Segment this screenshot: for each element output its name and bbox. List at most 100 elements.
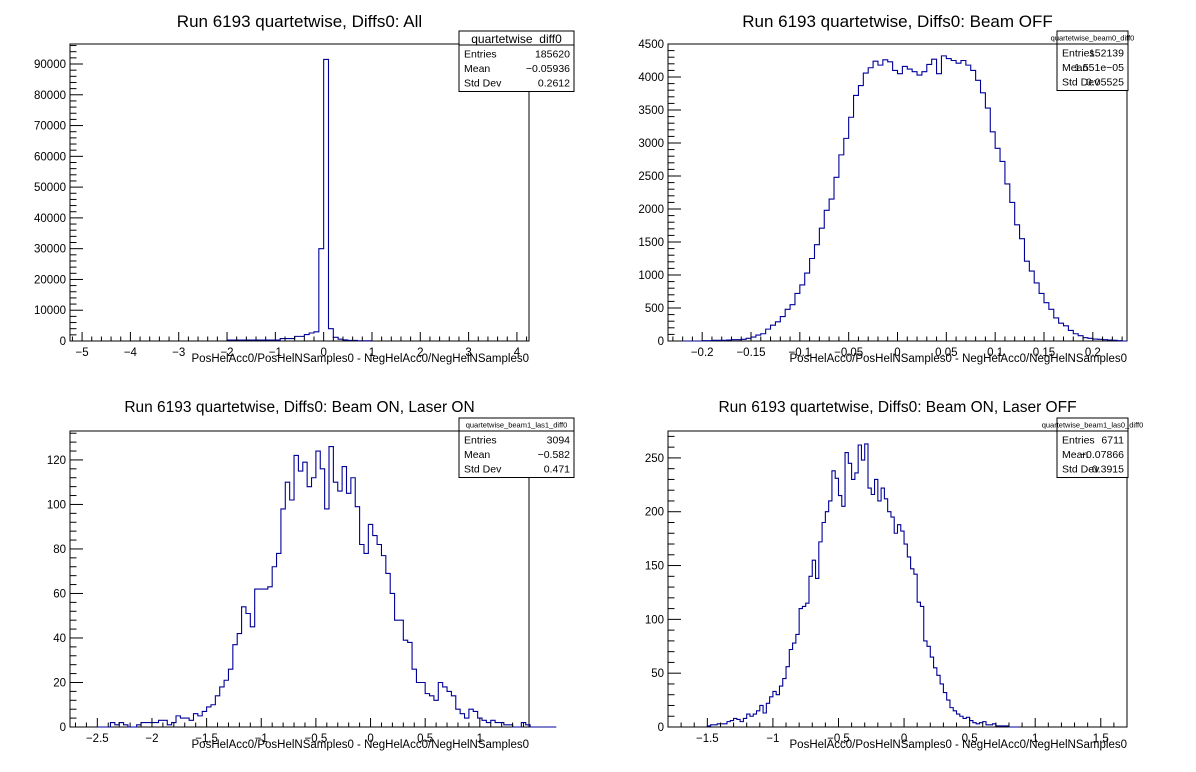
histogram-bin (333, 482, 337, 727)
stats-label: Std Dev (1062, 77, 1100, 89)
histogram-bin (390, 593, 394, 727)
histogram-bin (740, 722, 743, 727)
stats-label: Entries (464, 49, 497, 61)
histogram-bin (790, 305, 795, 341)
histogram-bin (504, 725, 508, 727)
histogram-bin (766, 329, 771, 341)
panel-title: Run 6193 quartetwise, Diffs0: Beam ON, L… (718, 399, 1076, 416)
x-tick-label: −1 (766, 733, 779, 745)
histogram-bin (486, 723, 490, 727)
histogram-bin (303, 462, 307, 727)
histogram-bin (110, 723, 114, 727)
x-tick-label: 1 (369, 347, 375, 359)
histogram-bin (1002, 726, 1005, 727)
histogram-bin (1049, 309, 1054, 341)
histogram-panel-1: Run 6193 quartetwise, Diffs0: All −5 −4 −3 −… (34, 12, 575, 365)
stats-label: Mean (1062, 449, 1088, 461)
histogram-bin (724, 724, 727, 727)
histogram-bin (268, 587, 272, 727)
histogram-bin (285, 482, 289, 727)
plot-frame (69, 43, 530, 342)
y-tick-label: 60000 (34, 151, 66, 163)
histogram-bin (508, 725, 512, 727)
histogram-bin (789, 650, 792, 727)
stats-value: 0.05525 (1086, 77, 1124, 89)
x-tick-label: −0.05 (834, 347, 863, 359)
histogram-bin (932, 59, 937, 341)
histogram-bin (215, 696, 219, 727)
histogram-bin (491, 720, 495, 727)
y-tick-label: 10000 (34, 305, 66, 317)
y-tick-label: 0 (658, 722, 664, 734)
histogram-bin (314, 332, 319, 341)
histogram-bin (403, 640, 407, 727)
x-tick-label: 2 (417, 347, 423, 359)
x-tick-label: −1 (255, 733, 268, 745)
histogram-bin (425, 694, 429, 727)
stats-value: 152139 (1089, 48, 1124, 60)
x-axis-label: PosHelAcc0/PosHelNSamples0 - NegHelAcc0/… (192, 739, 529, 751)
x-tick-label: −1.5 (696, 733, 719, 745)
plot-frame (667, 430, 1128, 728)
panel-title: Run 6193 quartetwise, Diffs0: All (177, 12, 422, 31)
x-tick-label: −0.15 (736, 347, 765, 359)
histogram-bin (342, 467, 346, 727)
histogram-bin (1112, 340, 1117, 341)
stats-value: 185620 (535, 49, 570, 61)
histogram-bin (844, 138, 849, 341)
x-tick-label: −2.5 (86, 733, 109, 745)
stats-value: 1.551e−05 (1074, 62, 1124, 74)
histogram-bin (228, 669, 232, 727)
histogram-bin (482, 720, 486, 727)
y-tick-label: 80 (53, 544, 66, 556)
y-tick-label: 120 (47, 455, 66, 467)
histogram-bin (756, 335, 761, 341)
histogram-bin (451, 696, 455, 727)
histogram-bin (727, 722, 730, 727)
histogram-bin (922, 72, 927, 341)
stats-box-frame (458, 417, 575, 478)
y-tick-label: 0 (60, 336, 66, 348)
histogram-bin (845, 453, 848, 727)
histogram-bin (795, 293, 800, 341)
histogram-bin (373, 536, 377, 727)
y-tick-label: 20000 (34, 274, 66, 286)
histogram-bin (1103, 340, 1108, 341)
histogram-bin (920, 606, 923, 727)
x-tick-label: −2 (220, 347, 233, 359)
histogram-series (706, 443, 1019, 728)
stats-label: Entries (1062, 435, 1095, 447)
histogram-bin (281, 509, 285, 727)
histogram-bin (838, 496, 841, 727)
histogram-bin (473, 711, 477, 727)
histogram-bin (766, 703, 769, 727)
histogram-bin (973, 723, 976, 727)
histogram-bin (443, 687, 447, 727)
histogram-bin (884, 499, 887, 727)
x-tick-label: −1.5 (195, 733, 218, 745)
histogram-bin (775, 322, 780, 341)
histogram-bin (750, 716, 753, 727)
histogram-bin (873, 61, 878, 341)
stats-label: Std Dev (1062, 464, 1100, 476)
histogram-bin (848, 463, 851, 727)
histogram-bin (731, 340, 736, 341)
histogram-bin (399, 620, 403, 727)
histogram-series (97, 446, 557, 728)
x-tick-label: 1 (477, 733, 483, 745)
histogram-bin (927, 646, 930, 727)
histogram-bin (1039, 293, 1044, 341)
x-tick-label: 0.5 (417, 733, 433, 745)
histogram-bin (712, 340, 717, 341)
histogram-bin (263, 589, 267, 727)
histogram-bin (1088, 338, 1093, 341)
histogram-bin (412, 669, 416, 727)
histogram-bin (237, 634, 241, 727)
x-tick-label: −0.2 (691, 347, 714, 359)
stats-label: Entries (1062, 48, 1095, 60)
histogram-bin (805, 273, 810, 341)
histogram-bin (796, 634, 799, 727)
histogram-bin (224, 680, 228, 727)
histogram-bin (360, 545, 364, 727)
histogram-bin (176, 716, 180, 727)
